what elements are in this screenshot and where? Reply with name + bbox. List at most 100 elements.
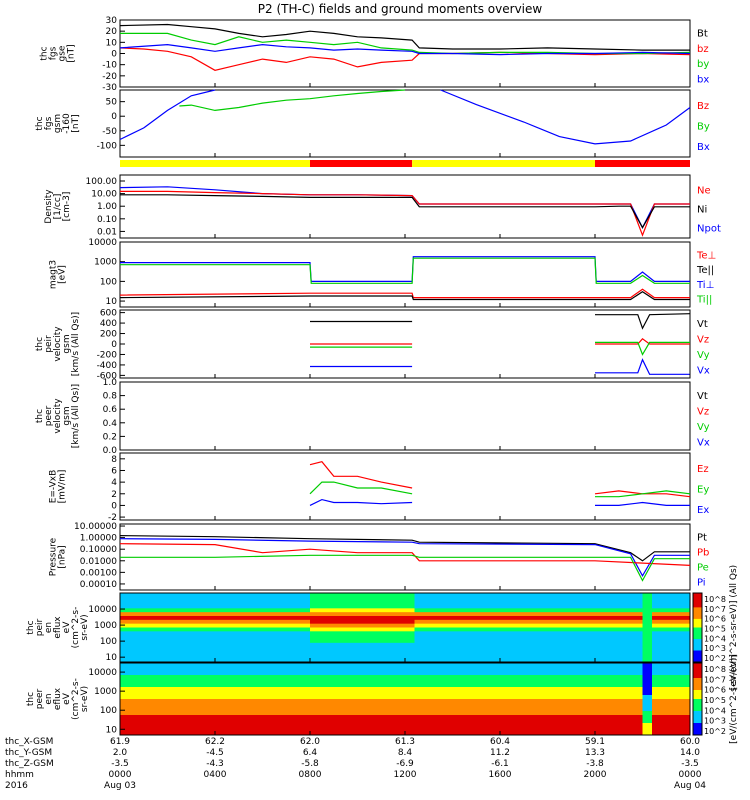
heatmap-cell (500, 675, 510, 680)
heatmap-cell (490, 707, 501, 712)
heatmap-cell (509, 711, 520, 716)
heatmap-cell (671, 646, 681, 651)
heatmap-cell (139, 658, 149, 663)
heatmap-cell (291, 703, 301, 708)
legend-entry: Vt (697, 391, 708, 402)
heatmap-cell (253, 642, 263, 648)
heatmap-cell (623, 691, 634, 696)
heatmap-cell (196, 695, 206, 700)
heatmap-cell (300, 658, 311, 663)
heatmap-cell (205, 663, 216, 668)
heatmap-cell (177, 650, 187, 655)
heatmap-cell (310, 671, 320, 676)
y-tick-label: 30 (106, 16, 118, 26)
heatmap-cell (281, 691, 292, 696)
heatmap-cell (215, 639, 225, 644)
heatmap-cell (595, 723, 605, 728)
heatmap-cell (557, 646, 567, 651)
heatmap-cell (633, 731, 643, 736)
heatmap-cell (414, 596, 425, 602)
heatmap-cell (234, 612, 244, 617)
heatmap-cell (481, 593, 491, 598)
series-line-Pi (119, 538, 690, 578)
heatmap-cell (566, 691, 577, 696)
heatmap-cell (566, 707, 577, 712)
heatmap-cell (281, 703, 292, 708)
heatmap-cell (462, 711, 472, 716)
legend-entry: Npot (697, 224, 721, 235)
x-axis-tick-label: 13.3 (585, 748, 605, 758)
heatmap-cell (224, 723, 235, 728)
heatmap-cell (595, 715, 605, 720)
heatmap-cell (642, 654, 653, 659)
heatmap-cell (367, 679, 377, 684)
y-axis-title-line: thc (26, 620, 36, 634)
heatmap-cell (386, 719, 396, 724)
x-axis-tick-label: -3.8 (586, 759, 604, 769)
heatmap-cell (585, 596, 596, 602)
heatmap-cell (538, 715, 548, 720)
heatmap-cell (547, 642, 558, 648)
heatmap-cell (576, 642, 586, 648)
heatmap-cell (139, 671, 149, 676)
heatmap-cell (148, 593, 159, 598)
y-axis-title-line: [mV/m] (58, 470, 68, 504)
heatmap-cell (671, 715, 681, 720)
heatmap-cell (566, 703, 577, 708)
heatmap-cell (186, 687, 197, 692)
heatmap-cell (547, 719, 558, 724)
heatmap-cell (509, 707, 520, 712)
colorbar-segment (693, 696, 702, 700)
heatmap-cell (443, 616, 453, 621)
heatmap-cell (642, 699, 653, 704)
heatmap-cell (120, 711, 130, 716)
heatmap-cell (509, 691, 520, 696)
heatmap-cell (576, 723, 586, 728)
heatmap-cell (329, 631, 339, 636)
heatmap-cell (405, 719, 415, 724)
heatmap-cell (566, 600, 577, 605)
heatmap-cell (243, 663, 254, 668)
heatmap-cell (595, 619, 605, 625)
heatmap-cell (148, 731, 159, 736)
heatmap-cell (614, 642, 624, 648)
heatmap-cell (661, 616, 672, 621)
heatmap-cell (139, 687, 149, 692)
heatmap-cell (405, 612, 415, 617)
heatmap-cell (395, 596, 406, 602)
heatmap-cell (414, 719, 425, 724)
heatmap-cell (148, 663, 159, 668)
heatmap-cell (614, 619, 624, 625)
heatmap-cell (234, 639, 244, 644)
heatmap-cell (310, 650, 320, 655)
heatmap-cell (376, 654, 387, 659)
heatmap-cell (433, 715, 444, 720)
y-tick-label: 1000 (94, 687, 117, 697)
heatmap-cell (177, 715, 187, 720)
heatmap-cell (139, 731, 149, 736)
heatmap-cell (338, 667, 349, 672)
heatmap-cell (253, 707, 263, 712)
heatmap-cell (357, 631, 368, 636)
heatmap-cell (300, 679, 311, 684)
heatmap-cell (661, 679, 672, 684)
heatmap-cell (595, 635, 605, 640)
heatmap-cell (329, 699, 339, 704)
heatmap-cell (376, 663, 387, 668)
heatmap-cell (196, 691, 206, 696)
heatmap-cell (462, 675, 472, 680)
heatmap-cell (367, 667, 377, 672)
heatmap-cell (443, 619, 453, 625)
heatmap-cell (129, 646, 140, 651)
mode-bar-segment (595, 160, 690, 167)
heatmap-cell (661, 715, 672, 720)
heatmap-cell (129, 719, 140, 724)
heatmap-cell (433, 608, 444, 613)
heatmap-cell (623, 593, 634, 598)
heatmap-cell (120, 663, 130, 668)
heatmap-cell (405, 650, 415, 655)
heatmap-cell (519, 719, 529, 724)
series-line-Vz (595, 337, 690, 345)
heatmap-cell (338, 719, 349, 724)
heatmap-cell (633, 608, 643, 613)
